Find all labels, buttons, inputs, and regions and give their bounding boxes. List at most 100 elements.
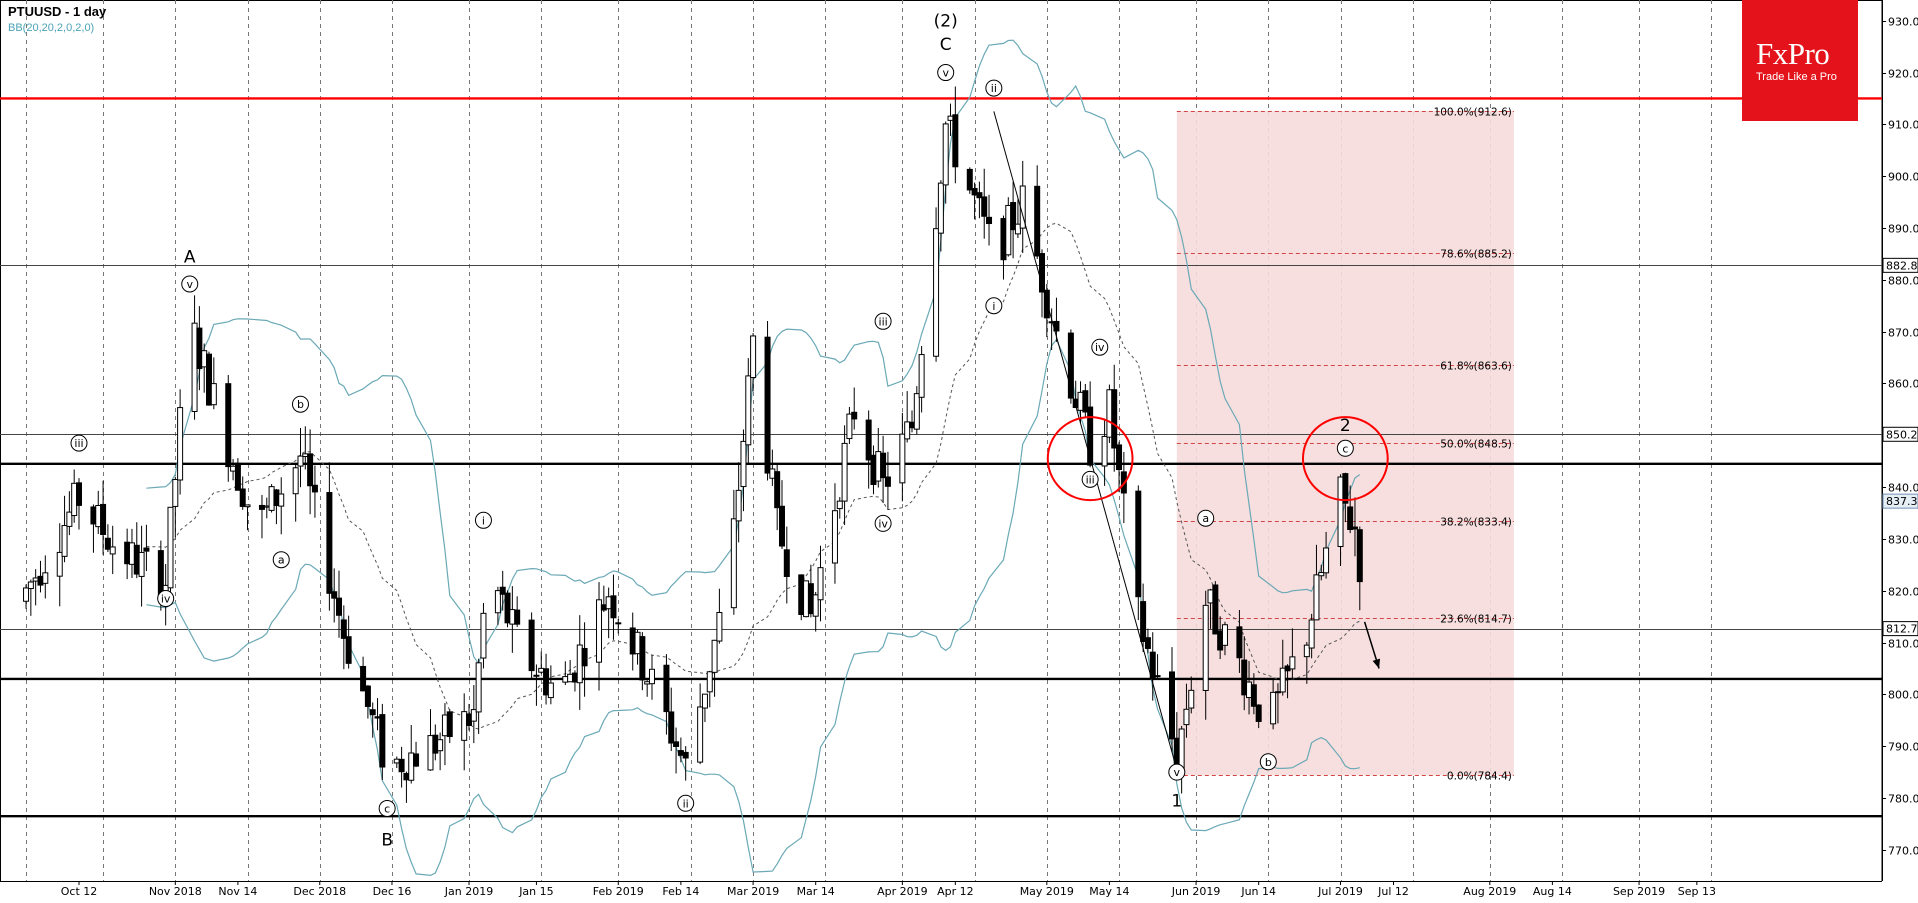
candle-body-up	[27, 581, 34, 590]
candle	[851, 387, 858, 430]
candle-body-down	[1347, 506, 1354, 531]
candle	[90, 504, 97, 553]
candle	[76, 478, 82, 530]
candle	[697, 683, 704, 765]
candle-body-up	[427, 735, 434, 771]
candle	[1082, 383, 1089, 417]
candle	[1144, 628, 1151, 654]
candle-body-up	[297, 455, 304, 467]
candle-body-up	[441, 714, 448, 737]
wave-label-circle	[1091, 338, 1109, 356]
candle-body-up	[1207, 589, 1214, 604]
candle	[398, 746, 405, 788]
candle-body-down	[663, 664, 670, 713]
candle	[1116, 441, 1123, 493]
candle-body-up	[769, 468, 776, 479]
candle	[913, 386, 920, 435]
price-tick-label: 920.0	[1888, 68, 1918, 81]
candle-body-up	[899, 433, 906, 484]
candle-body-up	[509, 609, 516, 625]
candle	[206, 351, 213, 406]
candle	[880, 435, 887, 503]
wave-label: iii	[879, 315, 888, 328]
candle-body-up	[605, 596, 612, 610]
candle	[427, 709, 434, 771]
candle	[104, 524, 111, 553]
candle	[673, 727, 680, 774]
time-tick-label: Feb 14	[662, 885, 699, 898]
time-tick-label: Apr 12	[937, 885, 974, 898]
candle	[865, 410, 872, 489]
candle	[1135, 485, 1142, 621]
candle-body-down	[851, 411, 858, 420]
candle	[1351, 497, 1358, 557]
wave-label: v	[1174, 766, 1181, 779]
time-tick-label: Mar 2019	[727, 885, 779, 898]
price-badge-label: 837.3	[1886, 495, 1918, 508]
candle	[1221, 621, 1228, 656]
candle-body-down	[369, 709, 376, 716]
candle-body-up	[701, 693, 708, 709]
candle-body-down	[1140, 601, 1147, 642]
candle	[1342, 472, 1349, 523]
candle	[210, 357, 217, 410]
candle	[133, 522, 140, 579]
candle-body-up	[933, 228, 940, 357]
candle	[798, 574, 805, 621]
candle	[1067, 329, 1074, 404]
candle	[504, 590, 511, 628]
time-tick-label: Dec 2018	[293, 885, 346, 898]
wave-label-major: A	[184, 248, 196, 268]
candle	[71, 469, 78, 523]
candle-body-up	[803, 580, 810, 618]
candle	[745, 358, 752, 464]
time-tick-label: Dec 16	[373, 885, 412, 898]
candle-body-down	[682, 751, 689, 759]
candle-body-up	[191, 322, 198, 412]
candle-body-down	[783, 549, 790, 577]
candle-body-down	[336, 597, 343, 616]
wave-label-circle	[874, 312, 892, 330]
candle-body-up	[1154, 675, 1161, 678]
price-tick-label: 930.0	[1888, 16, 1918, 29]
candle	[1212, 581, 1219, 635]
time-tick-label: Mar 14	[797, 885, 835, 898]
highlight-circle	[1301, 416, 1389, 502]
candle-body-down	[258, 504, 265, 510]
wave-label-circle	[474, 511, 492, 529]
candle	[706, 670, 713, 708]
candle-body-up	[23, 587, 30, 602]
candle	[1323, 531, 1330, 579]
candle	[1289, 628, 1296, 680]
candle-body-up	[1308, 619, 1315, 649]
candle-body-up	[201, 350, 208, 368]
candle	[841, 425, 848, 526]
time-tick-label: Oct 12	[61, 885, 98, 898]
candle	[311, 465, 318, 518]
wave-label: v	[942, 67, 949, 80]
wave-label-major: C	[940, 35, 952, 55]
wave-label-circle	[1168, 763, 1186, 781]
candle	[441, 703, 448, 766]
time-tick-label: May 2019	[1020, 885, 1074, 898]
candle	[1250, 673, 1257, 715]
price-tick-label: 800.0	[1888, 689, 1918, 702]
candle	[933, 207, 940, 362]
candle-body-up	[71, 482, 78, 517]
wave-label: v	[186, 278, 193, 291]
candle-body-down	[976, 192, 983, 199]
candle	[908, 410, 915, 433]
candle-body-down	[1116, 444, 1123, 471]
candle	[230, 459, 237, 481]
wave-label-circle	[985, 79, 1003, 97]
candle	[711, 639, 718, 697]
price-badge	[1882, 621, 1918, 637]
candle-body-up	[408, 752, 415, 781]
candle-body-up	[494, 590, 501, 614]
indicator-label: BB(20,20,2,0,2,0)	[8, 22, 95, 34]
candle-body-down	[364, 685, 371, 707]
bollinger-middle-band	[146, 222, 1361, 730]
candle	[1303, 641, 1310, 684]
candle-body-down	[379, 714, 386, 768]
